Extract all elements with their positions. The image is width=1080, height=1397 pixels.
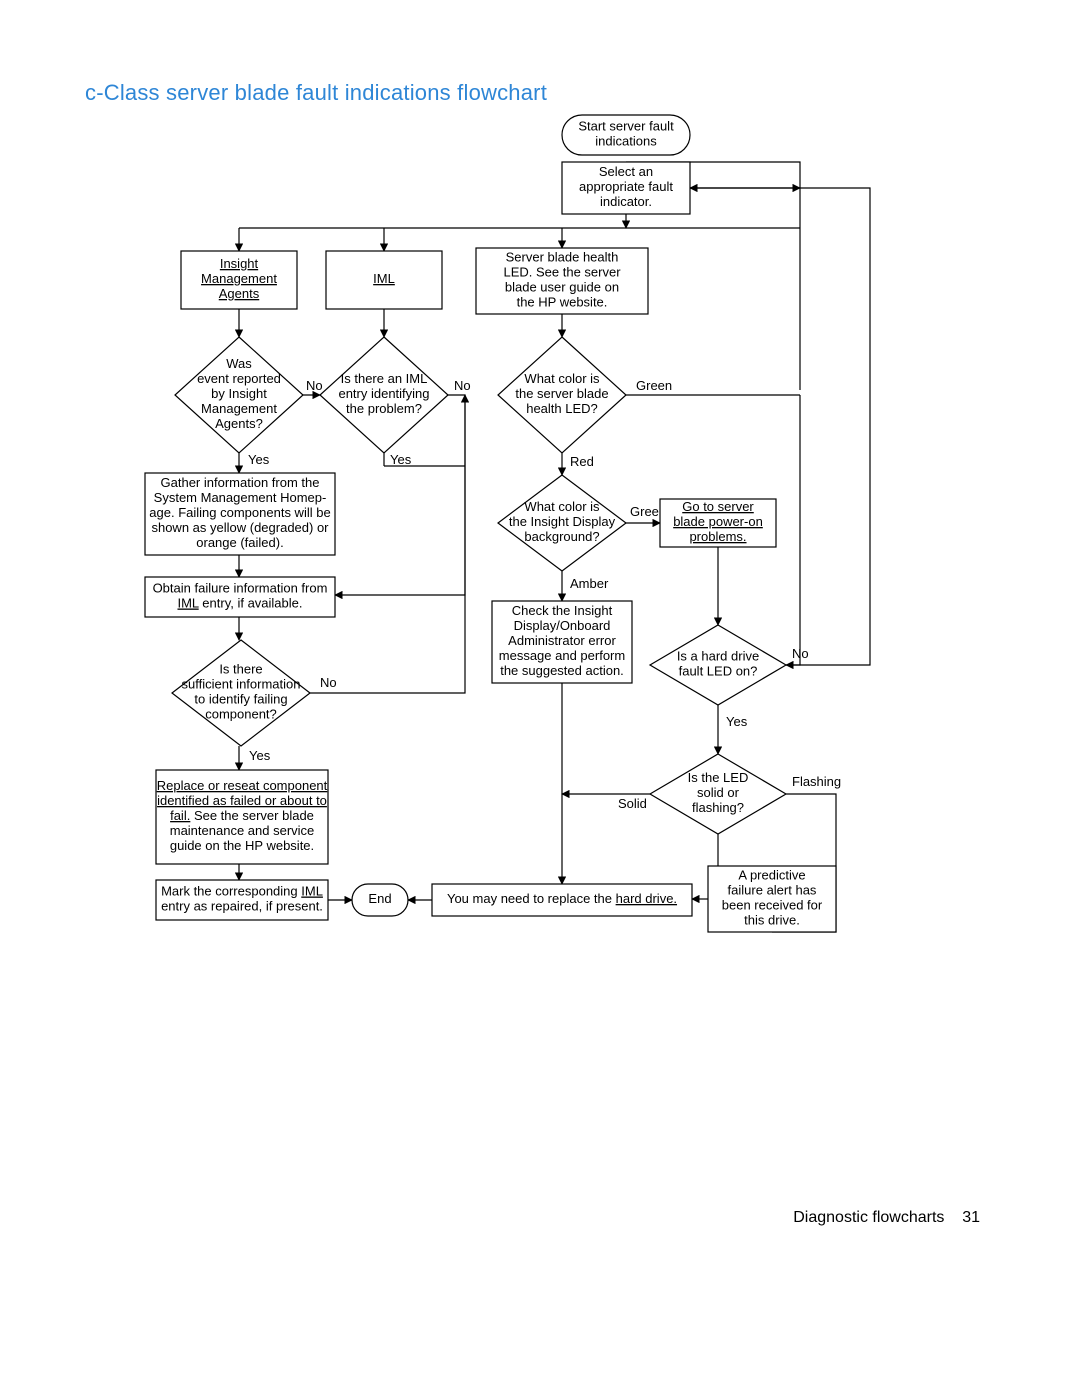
node-predictive: A predictivefailure alert hasbeen receiv… [708,866,836,932]
edge-label: No [792,646,809,661]
svg-text:What color isthe server bladeh: What color isthe server bladehealth LED? [515,371,608,416]
edge-label: Yes [249,748,271,763]
flowchart-canvas: NoNoGreenYesYesRedGreenAmberNoYesNoYesSo… [0,0,1080,1397]
node-d_hdled: Is a hard drivefault LED on? [650,625,786,705]
page-footer: Diagnostic flowcharts 31 [793,1209,980,1227]
svg-text:Is a hard drivefault LED on?: Is a hard drivefault LED on? [677,649,759,679]
node-d_ima: Wasevent reportedby InsightManagementAge… [175,337,303,453]
svg-text:Check the InsightDisplay/Onboa: Check the InsightDisplay/OnboardAdminist… [499,603,625,678]
node-checkinsight: Check the InsightDisplay/OnboardAdminist… [492,601,632,683]
flow-edge [786,395,800,665]
node-start: Start server faultindications [562,115,690,155]
node-d_suff: Is theresufficient informationto identif… [172,640,310,746]
flow-edge [786,794,836,870]
svg-text:Replace or reseat componentide: Replace or reseat componentidentified as… [157,778,328,853]
edge-label: Yes [390,452,412,467]
node-iml: IML [326,251,442,309]
svg-text:End: End [368,891,391,906]
node-ima: InsightManagementAgents [181,251,297,309]
edge-label: Flashing [792,774,841,789]
edge-label: Green [636,378,672,393]
edge-label: Yes [248,452,270,467]
edge-label: Amber [570,576,609,591]
edge-label: Solid [618,796,647,811]
svg-text:IML: IML [373,271,395,286]
edge-label: No [320,675,337,690]
edge-label: Red [570,454,594,469]
svg-text:You may need to replace the ha: You may need to replace the hard drive. [447,891,677,906]
node-gather: Gather information from theSystem Manage… [145,473,335,555]
node-d_display: What color isthe Insight Displaybackgrou… [498,475,626,571]
node-replace: Replace or reseat componentidentified as… [156,770,328,864]
svg-text:Obtain failure information fro: Obtain failure information fromIML entry… [153,581,328,611]
edge-label: No [454,378,471,393]
node-ledbox: Server blade healthLED. See the serverbl… [476,248,648,314]
node-d_led: What color isthe server bladehealth LED? [498,337,626,453]
node-select: Select anappropriate faultindicator. [562,162,690,214]
node-replacehd: You may need to replace the hard drive. [432,884,692,916]
node-end: End [352,884,408,916]
node-d_iml: Is there an IMLentry identifyingthe prob… [320,337,448,453]
footer-label: Diagnostic flowcharts [793,1209,944,1226]
page: c-Class server blade fault indications f… [0,0,1080,1397]
svg-text:Server blade healthLED. See th: Server blade healthLED. See the serverbl… [503,250,621,310]
svg-text:Is there an IMLentry identifyi: Is there an IMLentry identifyingthe prob… [338,371,429,416]
svg-text:Mark the corresponding IMLentr: Mark the corresponding IMLentry as repai… [161,884,323,914]
flow-edge [786,188,870,665]
node-mark: Mark the corresponding IMLentry as repai… [156,880,328,920]
node-d_flash: Is the LEDsolid orflashing? [650,754,786,834]
footer-page: 31 [962,1209,980,1226]
edge-label: No [306,378,323,393]
edge-label: Yes [726,714,748,729]
node-poweron: Go to serverblade power-onproblems. [660,499,776,547]
node-obtain: Obtain failure information fromIML entry… [145,577,335,617]
